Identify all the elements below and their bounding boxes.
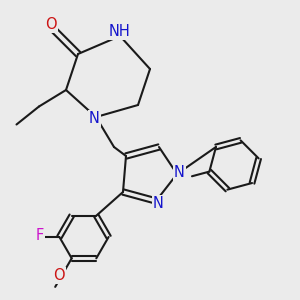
Text: N: N [174,165,184,180]
Text: NH: NH [109,24,131,39]
Text: O: O [53,268,65,283]
Text: N: N [153,196,164,211]
Text: F: F [36,228,44,243]
Text: N: N [89,111,100,126]
Text: O: O [45,17,57,32]
